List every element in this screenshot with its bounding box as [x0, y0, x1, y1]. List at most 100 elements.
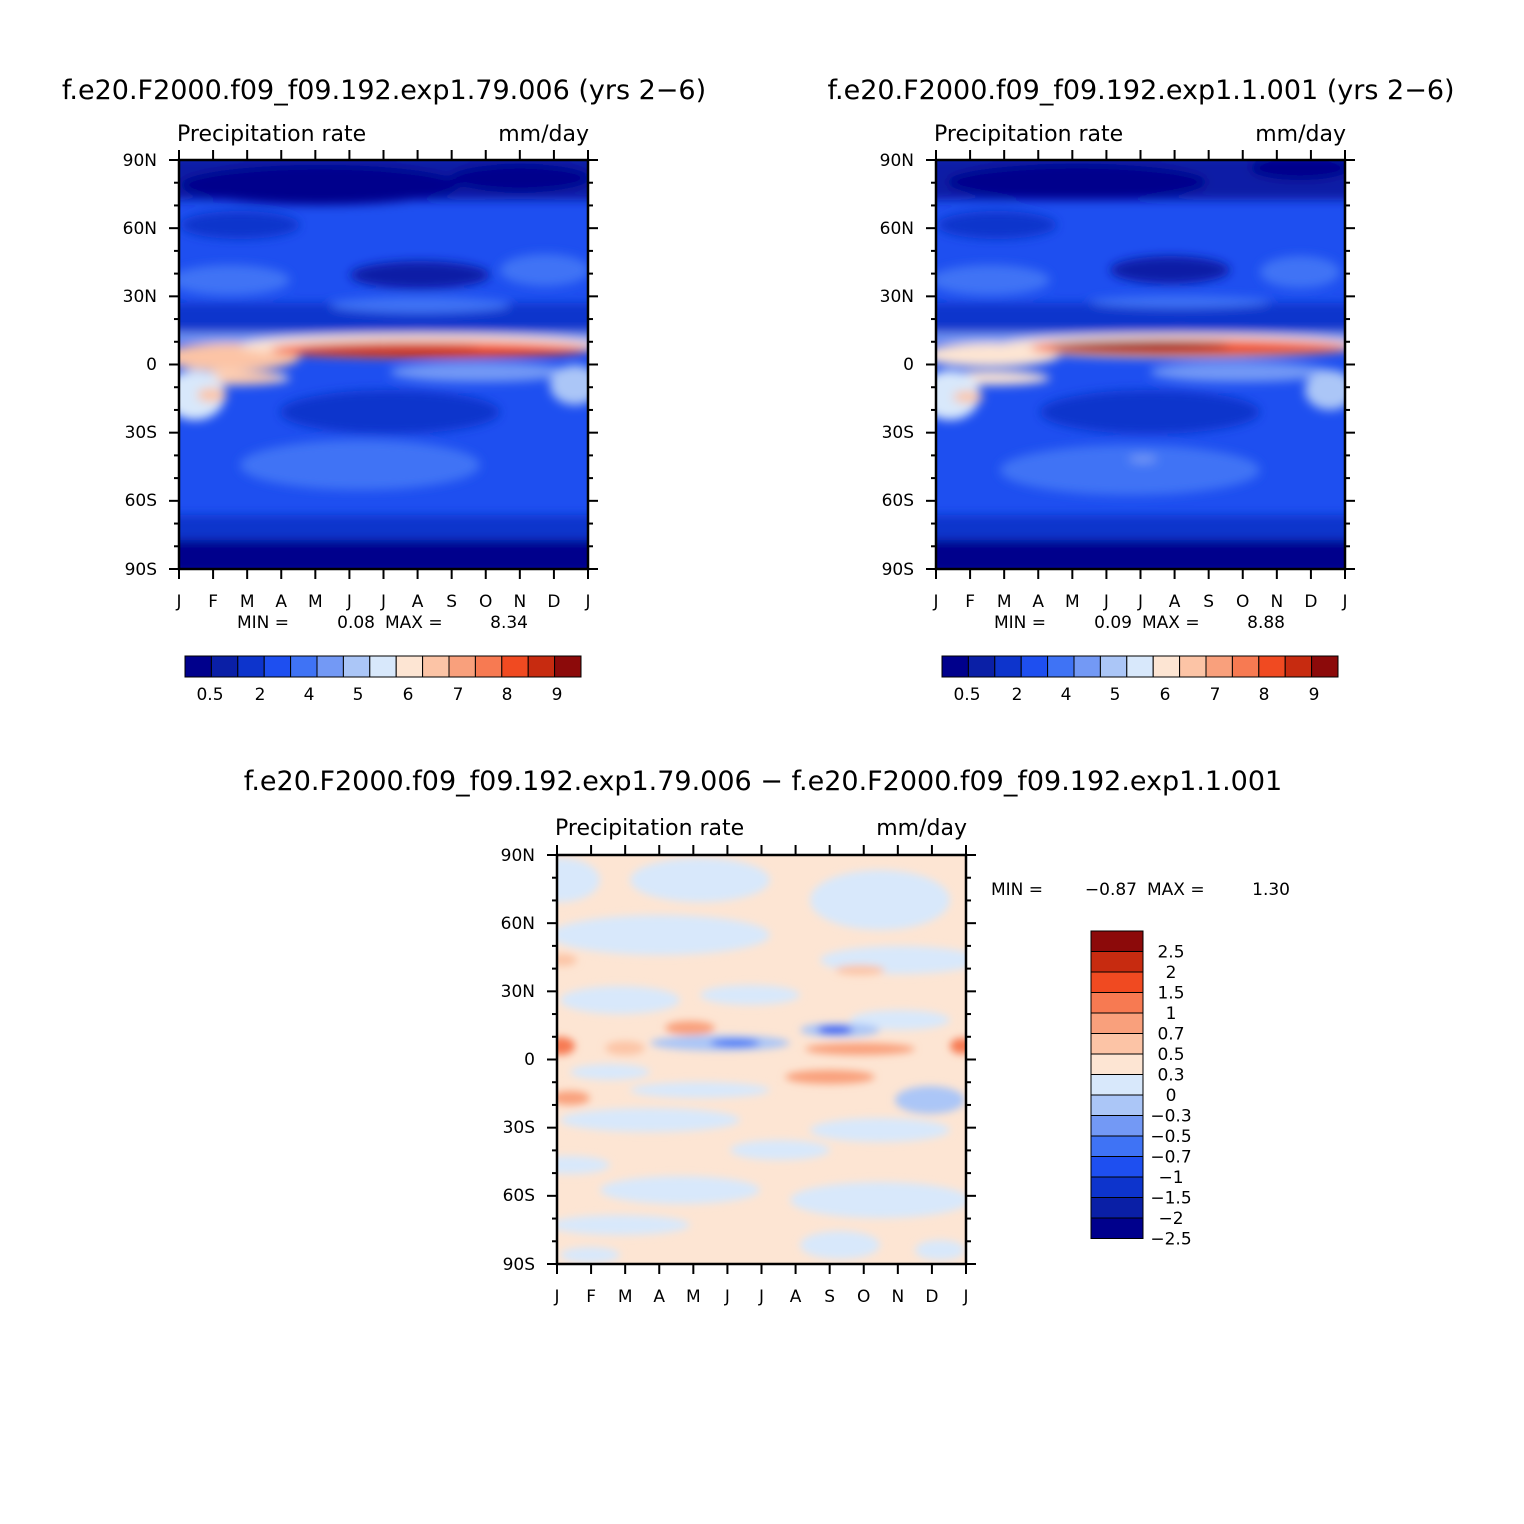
- panel-2-title: f.e20.F2000.f09_f09.192.exp1.1.001 (yrs …: [827, 75, 1454, 106]
- colorbar-label: 2: [255, 685, 266, 705]
- x-tick-label: N: [1270, 592, 1283, 612]
- x-tick-label: J: [553, 1287, 559, 1307]
- colorbar-box: [1090, 1053, 1144, 1075]
- colorbar-box: [1231, 655, 1260, 678]
- panel-1-y-tick-labels: 90N 60N 30N 0 30S 60S 90S: [123, 151, 157, 580]
- panel-2-ytick-label: 60S: [882, 491, 914, 511]
- panel-3-ytick-label: 90S: [503, 1255, 535, 1275]
- x-tick-label: M: [686, 1287, 701, 1307]
- colorbar-box: [527, 655, 556, 678]
- colorbar-label: 4: [304, 685, 315, 705]
- x-tick-label: J: [1137, 592, 1143, 612]
- panel-2-axes: [926, 150, 1355, 579]
- colorbar-box: [395, 655, 424, 678]
- panel-3-min-value: −0.87: [1085, 880, 1137, 900]
- colorbar-label: 6: [403, 685, 414, 705]
- colorbar-box: [1205, 655, 1233, 678]
- colorbar-box: [1090, 1074, 1144, 1096]
- colorbar-box: [1090, 1197, 1144, 1219]
- panel-3-variable-label: Precipitation rate: [555, 816, 744, 841]
- colorbar-box: [1090, 1033, 1144, 1055]
- colorbar-box: [1090, 971, 1144, 993]
- colorbar-box: [967, 655, 996, 678]
- x-tick-label: A: [790, 1287, 802, 1307]
- x-tick-label: J: [758, 1287, 764, 1307]
- colorbar-box: [1126, 655, 1154, 678]
- colorbar-box: [1090, 951, 1144, 973]
- panel-2-ytick-label: 30S: [882, 423, 914, 443]
- colorbar-label: 0.5: [196, 685, 223, 705]
- panel-3-ytick-label: 90N: [501, 846, 535, 866]
- x-tick-label: N: [891, 1287, 904, 1307]
- x-tick-label: F: [586, 1287, 596, 1307]
- colorbar-label: 5: [1110, 685, 1121, 705]
- colorbar-box: [1047, 655, 1075, 678]
- panel-3-y-tick-labels: 90N 60N 30N 0 30S 60S 90S: [501, 846, 535, 1275]
- panel-1-ytick-label: 30S: [125, 423, 157, 443]
- colorbar-box: [1090, 1217, 1144, 1239]
- x-tick-label: S: [824, 1287, 835, 1307]
- panel-3-ytick-label: 30S: [503, 1118, 535, 1138]
- panel-3-max-label: MAX =: [1147, 880, 1205, 900]
- panel-3-ytick-label: 30N: [501, 982, 535, 1002]
- panel-2-units-label: mm/day: [1255, 122, 1346, 147]
- x-tick-label: D: [547, 592, 560, 612]
- panel-2-min-value: 0.09: [1094, 613, 1132, 633]
- panel-2-colorbar: 0.5 2 4 5 6 7 8 9: [941, 655, 1339, 705]
- panel-3: f.e20.F2000.f09_f09.192.exp1.79.006 − f.…: [244, 766, 1290, 1307]
- x-tick-label: O: [857, 1287, 870, 1307]
- colorbar-box: [237, 655, 265, 678]
- colorbar-label: 7: [453, 685, 464, 705]
- panel-3-title: f.e20.F2000.f09_f09.192.exp1.79.006 − f.…: [244, 766, 1282, 797]
- colorbar-label: 9: [552, 685, 563, 705]
- x-tick-label: F: [965, 592, 975, 612]
- colorbar-box: [994, 655, 1022, 678]
- panel-1-max-value: 8.34: [490, 613, 528, 633]
- panel-2-ytick-label: 60N: [880, 219, 914, 239]
- colorbar-label: −1: [1158, 1168, 1183, 1188]
- colorbar-box: [1152, 655, 1181, 678]
- colorbar-box: [941, 655, 969, 678]
- colorbar-box: [263, 655, 292, 678]
- panel-2-ytick-label: 90S: [882, 560, 914, 580]
- colorbar-box: [184, 655, 212, 678]
- colorbar-label: 9: [1309, 685, 1320, 705]
- x-tick-label: J: [962, 1287, 968, 1307]
- x-tick-label: J: [175, 592, 181, 612]
- colorbar-box: [1090, 1156, 1144, 1178]
- colorbar-label: −0.3: [1150, 1107, 1191, 1127]
- panel-3-colorbar: 2.521.510.70.50.30−0.3−0.5−0.7−1−1.5−2−2…: [1090, 930, 1192, 1250]
- colorbar-label: 6: [1160, 685, 1171, 705]
- x-tick-label: J: [346, 592, 352, 612]
- panel-1-title: f.e20.F2000.f09_f09.192.exp1.79.006 (yrs…: [62, 75, 706, 106]
- x-tick-label: M: [308, 592, 323, 612]
- x-tick-label: A: [1169, 592, 1181, 612]
- panel-3-axes: [547, 845, 976, 1274]
- panel-1-units-label: mm/day: [498, 122, 589, 147]
- colorbar-label: 5: [353, 685, 364, 705]
- panel-1-ytick-label: 90S: [125, 560, 157, 580]
- panel-2-max-value: 8.88: [1247, 613, 1285, 633]
- colorbar-box: [1073, 655, 1101, 678]
- colorbar-box: [1090, 930, 1144, 952]
- panel-2-ytick-label: 30N: [880, 287, 914, 307]
- panel-1-ytick-label: 30N: [123, 287, 157, 307]
- colorbar-label: 0.5: [953, 685, 980, 705]
- colorbar-box: [1090, 1094, 1144, 1116]
- colorbar-box: [1090, 1012, 1144, 1034]
- panel-1-ytick-label: 60N: [123, 219, 157, 239]
- x-tick-label: O: [479, 592, 492, 612]
- panel-2-ytick-label: 0: [903, 355, 914, 375]
- x-tick-label: J: [1341, 592, 1347, 612]
- x-tick-label: M: [997, 592, 1012, 612]
- panel-2-min-label: MIN =: [994, 613, 1046, 633]
- colorbar-label: 7: [1210, 685, 1221, 705]
- panel-1-axes: [169, 150, 598, 579]
- x-tick-label: A: [1032, 592, 1044, 612]
- colorbar-label: 2: [1166, 963, 1177, 983]
- colorbar-box: [1020, 655, 1049, 678]
- colorbar-box: [1090, 992, 1144, 1014]
- colorbar-label: −0.5: [1150, 1127, 1191, 1147]
